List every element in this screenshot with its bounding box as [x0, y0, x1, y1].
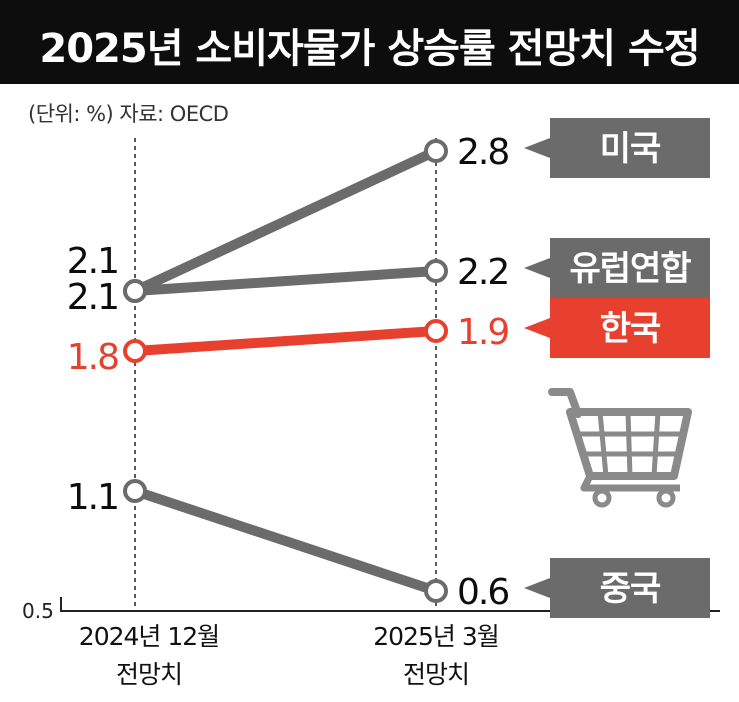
unit-source-note: (단위: %) 자료: OECD: [28, 102, 229, 126]
y-axis-min-label: 0.5: [22, 599, 54, 623]
legend-label-한국: 한국: [600, 309, 661, 349]
legend-pointer-미국: [524, 138, 550, 158]
legend-box-한국: [550, 298, 710, 358]
end-value-label-한국: 1.9: [457, 312, 508, 353]
series-line-중국: [130, 486, 441, 596]
legend-pointer-한국: [524, 318, 550, 338]
page-title: 2025년 소비자물가 상승률 전망치 수정: [39, 26, 700, 72]
start-value-label-한국: 1.8: [67, 337, 118, 378]
legend-label-미국: 미국: [600, 129, 661, 169]
start-value-label-유럽연합: 2.1: [67, 277, 118, 318]
legend-label-유럽연합: 유럽연합: [569, 249, 691, 289]
data-point-중국-1: [424, 579, 448, 603]
x-tick-label-0: 2024년 12월: [79, 622, 219, 651]
series-line-한국: [130, 326, 441, 356]
end-value-label-중국: 0.6: [457, 572, 508, 613]
legend-box-중국: [550, 558, 710, 618]
legend-box-유럽연합: [550, 238, 710, 298]
start-value-label-중국: 1.1: [67, 477, 118, 518]
data-point-중국-0: [123, 479, 147, 503]
legend-pointer-중국: [524, 578, 550, 598]
data-point-유럽연합-0: [123, 279, 147, 303]
end-value-label-유럽연합: 2.2: [457, 252, 508, 293]
x-tick-label-1: 2025년 3월: [373, 622, 498, 651]
data-point-미국-1: [424, 139, 448, 163]
end-value-label-미국: 2.8: [457, 132, 508, 173]
data-point-한국-0: [123, 339, 147, 363]
legend-box-미국: [550, 118, 710, 178]
legend-label-중국: 중국: [600, 569, 661, 609]
title-bar: 2025년 소비자물가 상승률 전망치 수정: [0, 0, 739, 84]
series-line-유럽연합: [130, 266, 441, 296]
data-point-한국-1: [424, 319, 448, 343]
x-tick-label-line2-0: 전망치: [116, 660, 182, 689]
series-line-미국: [130, 146, 441, 296]
data-point-유럽연합-1: [424, 259, 448, 283]
x-tick-label-line2-1: 전망치: [403, 660, 469, 689]
shopping-cart-icon: [548, 384, 698, 512]
legend-pointer-유럽연합: [524, 258, 550, 278]
start-value-label-미국: 2.1: [67, 241, 118, 282]
